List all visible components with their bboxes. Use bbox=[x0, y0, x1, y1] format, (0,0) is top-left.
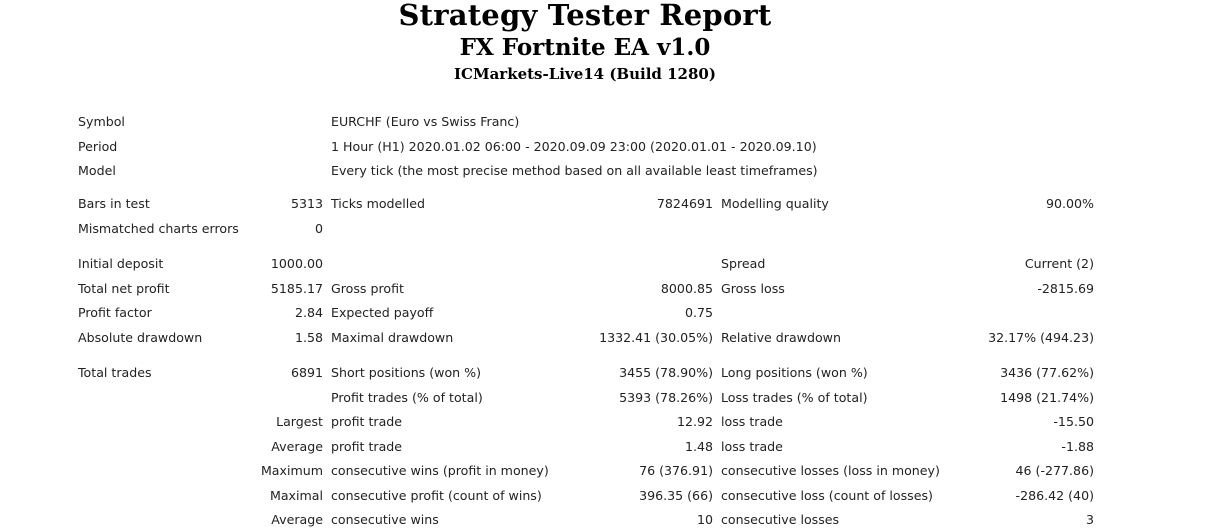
average-profit-value: 1.48 bbox=[684, 439, 713, 454]
initial-deposit-label: Initial deposit bbox=[78, 256, 164, 271]
max-consecutive-wins-label: consecutive wins (profit in money) bbox=[331, 463, 549, 478]
maximal-consecutive-profit-label: consecutive profit (count of wins) bbox=[331, 488, 542, 503]
max-consecutive-wins-value: 76 (376.91) bbox=[639, 463, 713, 478]
symbol-label: Symbol bbox=[78, 114, 125, 129]
mismatch-value: 0 bbox=[314, 221, 323, 236]
maximum-label: Maximum bbox=[260, 463, 323, 478]
max-consecutive-losses-value: 46 (-277.86) bbox=[1015, 463, 1094, 478]
largest-loss-label: loss trade bbox=[721, 414, 783, 429]
total-net-profit-label: Total net profit bbox=[78, 281, 170, 296]
period-value: 1 Hour (H1) 2020.01.02 06:00 - 2020.09.0… bbox=[331, 139, 817, 154]
spread-value: Current (2) bbox=[1024, 256, 1094, 271]
total-net-profit-value: 5185.17 bbox=[270, 281, 323, 296]
absolute-drawdown-value: 1.58 bbox=[294, 330, 323, 345]
report-title: Strategy Tester Report bbox=[398, 0, 772, 32]
model-label: Model bbox=[78, 163, 116, 178]
expected-payoff-label: Expected payoff bbox=[331, 305, 434, 320]
total-trades-value: 6891 bbox=[290, 365, 323, 380]
profit-trades-label: Profit trades (% of total) bbox=[331, 390, 483, 405]
average-consecutive-label: Average bbox=[271, 512, 323, 527]
server-build: ICMarkets-Live14 (Build 1280) bbox=[454, 65, 716, 83]
average-consecutive-wins-value: 10 bbox=[696, 512, 713, 527]
quality-label: Modelling quality bbox=[721, 196, 829, 211]
gross-profit-label: Gross profit bbox=[331, 281, 404, 296]
average-consecutive-losses-label: consecutive losses bbox=[721, 512, 840, 527]
period-label: Period bbox=[78, 139, 118, 154]
maximal-drawdown-label: Maximal drawdown bbox=[331, 330, 454, 345]
total-trades-label: Total trades bbox=[78, 365, 152, 380]
short-positions-label: Short positions (won %) bbox=[331, 365, 482, 380]
average-consecutive-wins-label: consecutive wins bbox=[331, 512, 439, 527]
maximal-consecutive-loss-label: consecutive loss (count of losses) bbox=[721, 488, 933, 503]
initial-deposit-value: 1000.00 bbox=[270, 256, 323, 271]
largest-label: Largest bbox=[276, 414, 323, 429]
ea-name: FX Fortnite EA v1.0 bbox=[459, 34, 711, 61]
relative-drawdown-label: Relative drawdown bbox=[721, 330, 841, 345]
mismatch-label: Mismatched charts errors bbox=[78, 221, 239, 236]
profit-trades-value: 5393 (78.26%) bbox=[619, 390, 713, 405]
loss-trades-value: 1498 (21.74%) bbox=[1000, 390, 1094, 405]
gross-profit-value: 8000.85 bbox=[660, 281, 713, 296]
average-consecutive-losses-value: 3 bbox=[1085, 512, 1094, 527]
ticks-value: 7824691 bbox=[656, 196, 713, 211]
symbol-value: EURCHF (Euro vs Swiss Franc) bbox=[331, 114, 520, 129]
average-loss-value: -1.88 bbox=[1061, 439, 1094, 454]
profit-factor-value: 2.84 bbox=[294, 305, 323, 320]
largest-loss-value: -15.50 bbox=[1053, 414, 1094, 429]
gross-loss-label: Gross loss bbox=[721, 281, 785, 296]
profit-factor-label: Profit factor bbox=[78, 305, 152, 320]
average-loss-label: loss trade bbox=[721, 439, 783, 454]
max-consecutive-losses-label: consecutive losses (loss in money) bbox=[721, 463, 940, 478]
relative-drawdown-value: 32.17% (494.23) bbox=[988, 330, 1094, 345]
absolute-drawdown-label: Absolute drawdown bbox=[78, 330, 203, 345]
model-value: Every tick (the most precise method base… bbox=[331, 163, 818, 178]
maximal-label: Maximal bbox=[269, 488, 323, 503]
average-label: Average bbox=[271, 439, 323, 454]
ticks-label: Ticks modelled bbox=[331, 196, 426, 211]
short-positions-value: 3455 (78.90%) bbox=[619, 365, 713, 380]
quality-value: 90.00% bbox=[1045, 196, 1094, 211]
spread-label: Spread bbox=[721, 256, 766, 271]
average-profit-label: profit trade bbox=[331, 439, 403, 454]
expected-payoff-value: 0.75 bbox=[684, 305, 713, 320]
largest-profit-label: profit trade bbox=[331, 414, 403, 429]
long-positions-value: 3436 (77.62%) bbox=[1000, 365, 1094, 380]
bars-value: 5313 bbox=[290, 196, 323, 211]
gross-loss-value: -2815.69 bbox=[1037, 281, 1094, 296]
long-positions-label: Long positions (won %) bbox=[721, 365, 868, 380]
largest-profit-value: 12.92 bbox=[676, 414, 713, 429]
loss-trades-label: Loss trades (% of total) bbox=[721, 390, 868, 405]
maximal-consecutive-profit-value: 396.35 (66) bbox=[639, 488, 713, 503]
bars-label: Bars in test bbox=[78, 196, 150, 211]
maximal-drawdown-value: 1332.41 (30.05%) bbox=[599, 330, 713, 345]
maximal-consecutive-loss-value: -286.42 (40) bbox=[1015, 488, 1094, 503]
